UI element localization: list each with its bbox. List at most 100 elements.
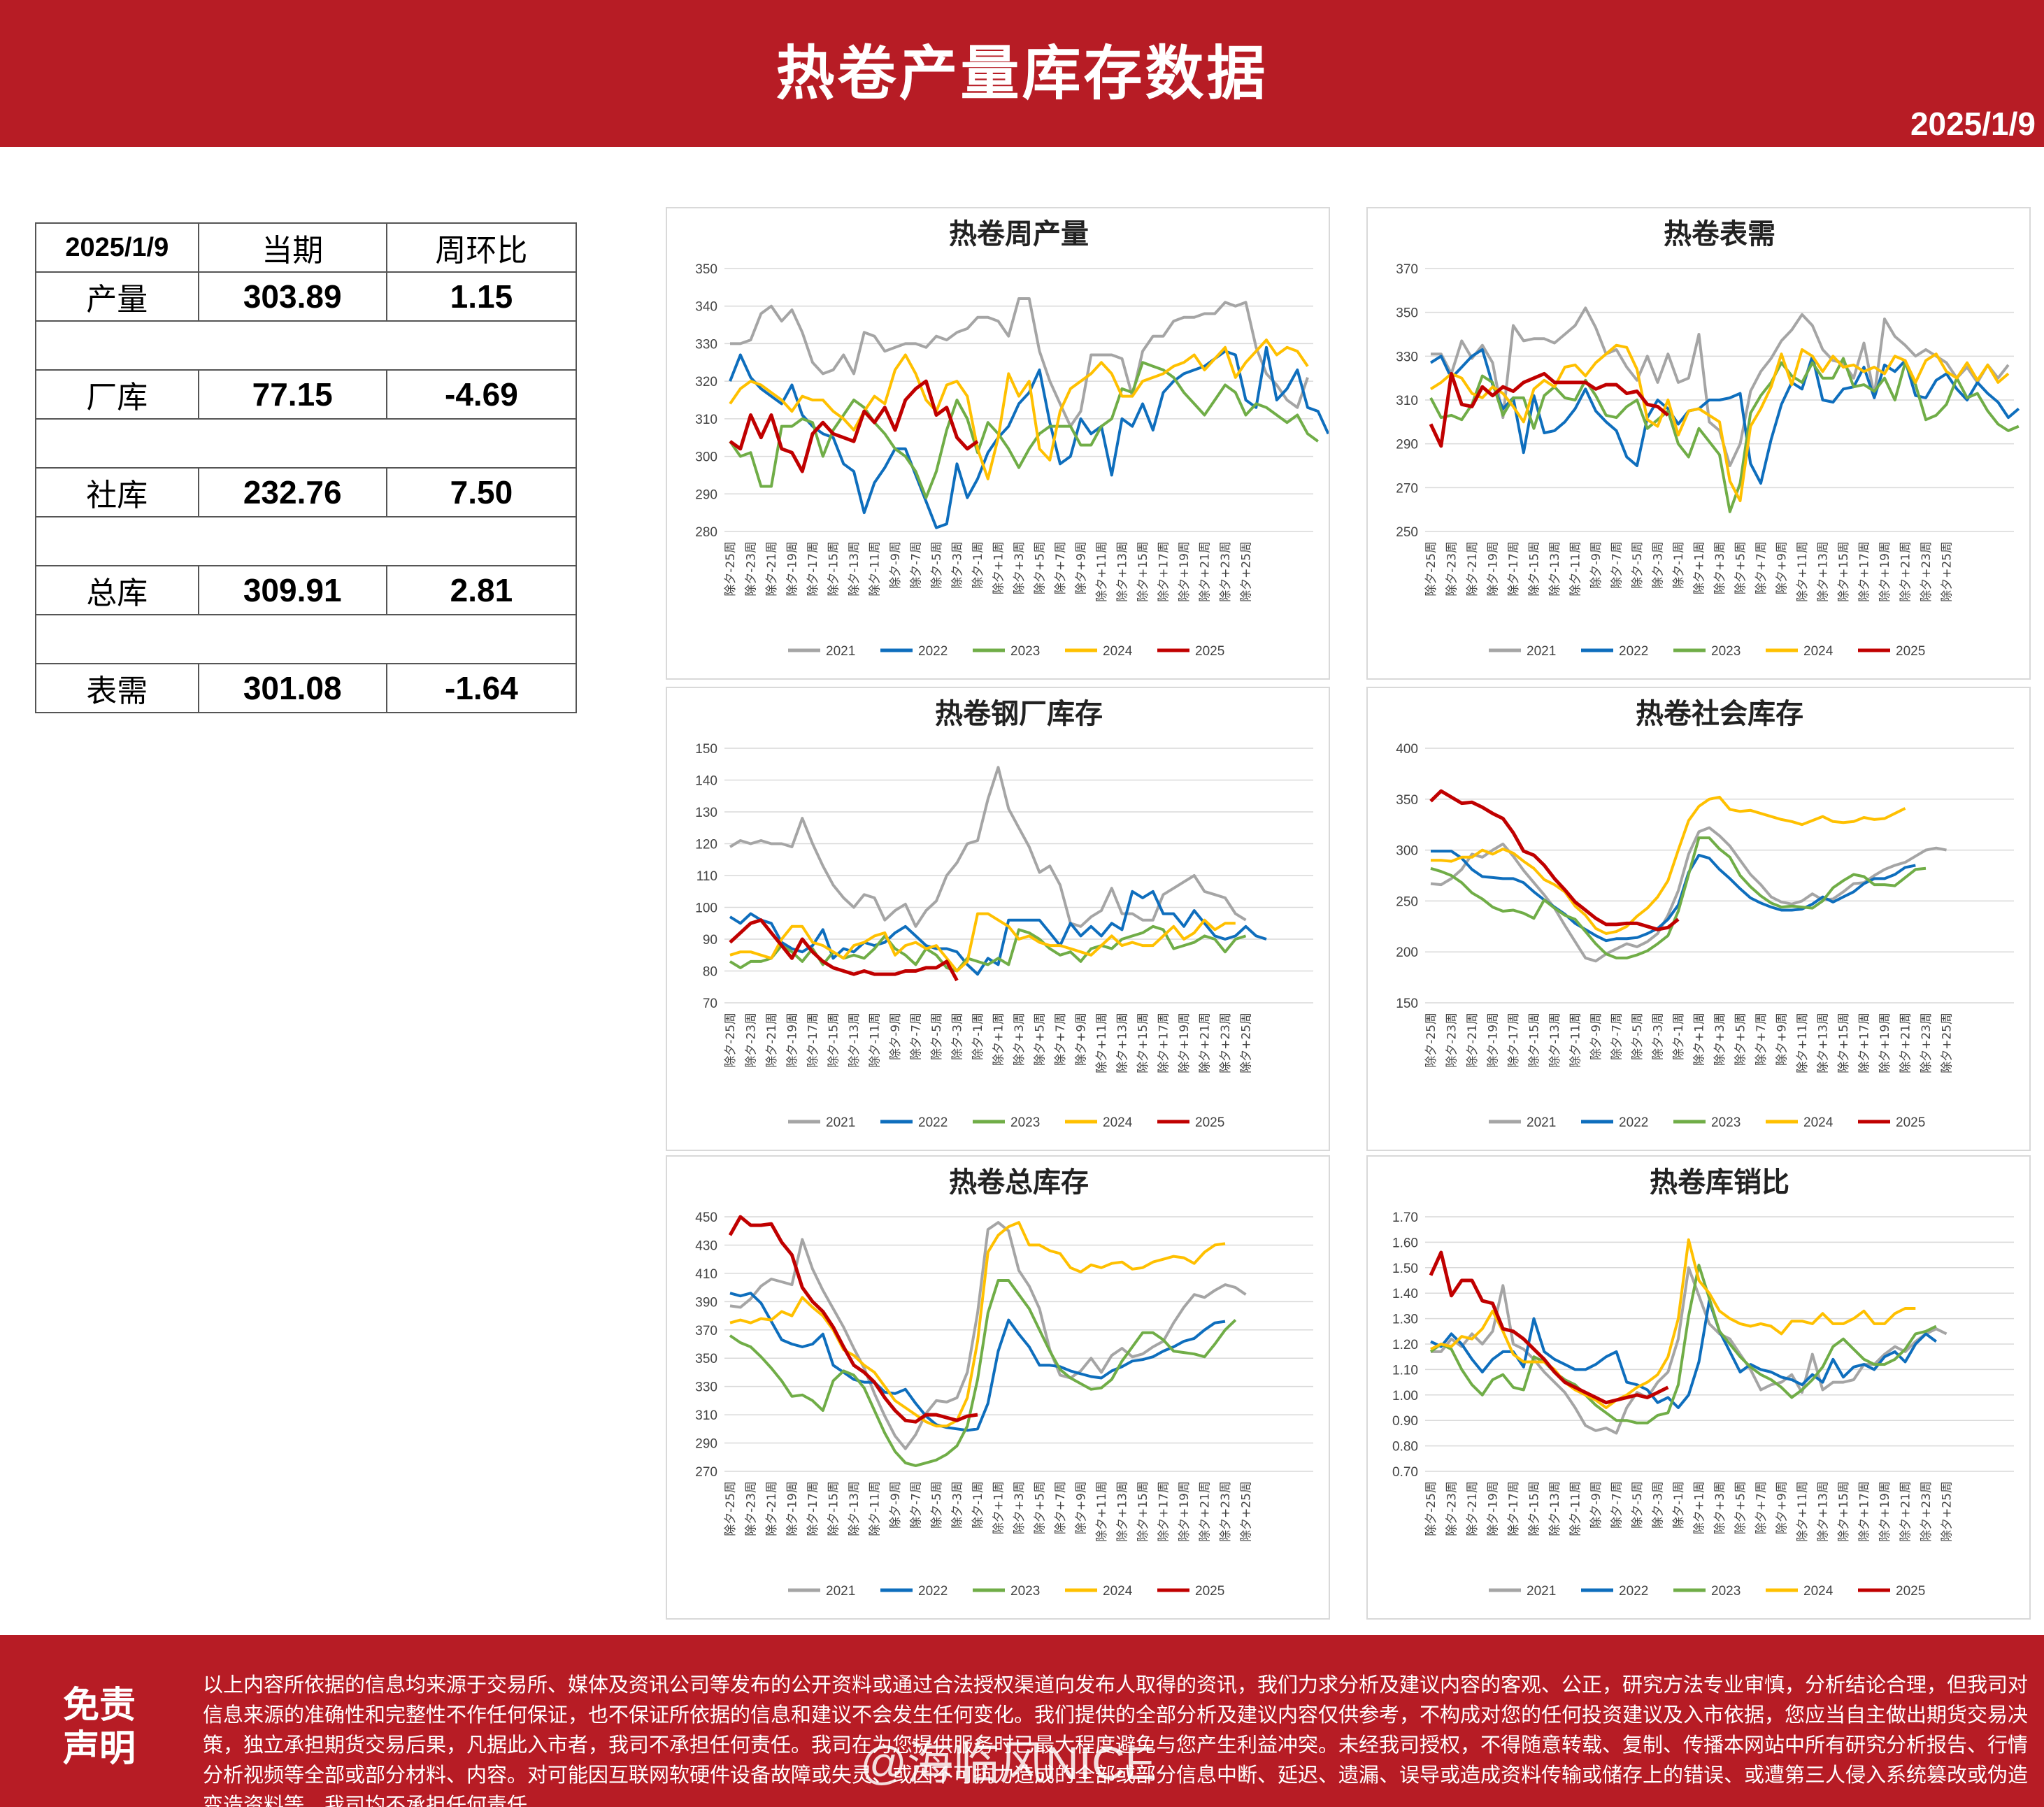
x-tick-label: 除夕-3周 (951, 541, 965, 589)
summary-row-current: 309.91 (197, 565, 387, 615)
legend-label: 2025 (1195, 644, 1224, 659)
x-tick-label: 除夕-13周 (848, 541, 862, 597)
x-tick-label: 除夕+15周 (1136, 1481, 1150, 1542)
x-tick-label: 除夕+25周 (1941, 1481, 1954, 1542)
legend-label: 2025 (1896, 644, 1925, 659)
y-tick-label: 1.30 (1392, 1313, 1418, 1327)
x-tick-label: 除夕-15周 (1528, 1013, 1542, 1068)
x-tick-label: 除夕-15周 (827, 1481, 841, 1536)
series-line-2024 (1429, 343, 2010, 503)
y-tick-label: 310 (695, 1408, 717, 1423)
page-header: 热卷产量库存数据 2025/1/9 (0, 0, 2044, 147)
x-tick-label: 除夕+19周 (1178, 541, 1192, 602)
summary-row: 表需 301.08 -1.64 (35, 663, 578, 713)
legend-label: 2021 (826, 644, 855, 659)
x-tick-label: 除夕+9周 (1775, 1013, 1789, 1066)
x-tick-label: 除夕+15周 (1837, 541, 1851, 602)
series-line-2024 (729, 338, 1309, 480)
summary-spacer (35, 614, 577, 664)
x-tick-label: 除夕-19周 (1487, 541, 1501, 597)
x-tick-label: 除夕-15周 (1528, 1481, 1542, 1536)
legend-label: 2022 (1619, 1584, 1648, 1599)
x-tick-label: 除夕-9周 (889, 541, 903, 589)
watermark: @海临风NICE (860, 1737, 1156, 1789)
summary-row-name: 总库 (35, 565, 199, 615)
x-tick-label: 除夕-1周 (1672, 1013, 1686, 1060)
legend-label: 2023 (1711, 1115, 1741, 1130)
series-line-2022 (729, 1292, 1226, 1432)
x-tick-label: 除夕+11周 (1095, 541, 1109, 602)
summary-row-wow: 1.15 (385, 271, 578, 322)
x-tick-label: 除夕-3周 (1652, 541, 1666, 589)
x-tick-label: 除夕-1周 (971, 541, 985, 589)
x-tick-label: 除夕+11周 (1095, 1013, 1109, 1073)
y-tick-label: 1.10 (1392, 1363, 1418, 1378)
x-tick-label: 除夕-21周 (1466, 1481, 1480, 1536)
y-tick-label: 140 (695, 774, 717, 789)
series-line-2025 (1429, 371, 1669, 448)
summary-row: 产量 303.89 1.15 (35, 271, 578, 322)
x-tick-label: 除夕-21周 (765, 1481, 779, 1536)
series-line-2023 (1429, 1264, 1937, 1424)
x-tick-label: 除夕+13周 (1116, 1013, 1130, 1073)
y-tick-label: 290 (1396, 438, 1418, 452)
series-line-2021 (730, 297, 1309, 428)
social-inventory-chart: 热卷社会库存 150 200 250 300 350 400 除夕-25周 除夕-23周 除夕-2… (1396, 698, 2014, 1130)
summary-row: 厂库 77.15 -4.69 (35, 369, 578, 420)
x-tick-label: 除夕-5周 (1631, 1481, 1645, 1529)
x-tick-label: 除夕-11周 (869, 1481, 882, 1536)
report-date: 2025/1/9 (1910, 106, 2036, 142)
x-tick-label: 除夕-25周 (724, 1481, 738, 1536)
x-tick-label: 除夕+7周 (1754, 1481, 1768, 1534)
x-tick-label: 除夕+7周 (1754, 541, 1768, 594)
x-tick-label: 除夕+3周 (1713, 1013, 1727, 1066)
summary-table: 2025/1/9 当期 周环比 产量 303.89 1.15 厂库 77.15 … (35, 222, 578, 713)
x-tick-label: 除夕+19周 (1178, 1013, 1192, 1073)
legend-label: 2022 (1619, 1115, 1648, 1130)
x-tick-label: 除夕+23周 (1219, 1013, 1233, 1073)
series-line-2021 (1431, 1266, 1947, 1435)
x-tick-label: 除夕-13周 (1548, 1481, 1562, 1536)
x-tick-label: 除夕+5周 (1734, 1013, 1748, 1066)
x-tick-label: 除夕+1周 (1693, 1013, 1707, 1066)
y-tick-label: 70 (703, 997, 717, 1011)
x-tick-label: 除夕+23周 (1920, 541, 1934, 602)
x-tick-label: 除夕-15周 (827, 541, 841, 597)
summary-spacer (35, 516, 577, 566)
y-tick-label: 100 (695, 901, 717, 916)
legend-label: 2024 (1103, 644, 1133, 659)
x-tick-label: 除夕+13周 (1817, 541, 1831, 602)
x-tick-label: 除夕+25周 (1941, 1013, 1954, 1073)
x-tick-label: 除夕+7周 (1054, 541, 1068, 594)
y-tick-label: 1.70 (1392, 1210, 1418, 1225)
y-tick-label: 270 (695, 1465, 717, 1480)
disclaimer-text: 以上内容所依据的信息均来源于交易所、媒体及资讯公司等发布的公开资料或通过合法授权… (203, 1673, 2029, 1807)
x-tick-label: 除夕-9周 (1589, 541, 1603, 589)
legend-label: 2021 (826, 1115, 855, 1130)
legend-label: 2024 (1803, 1584, 1834, 1599)
x-tick-label: 除夕-9周 (1589, 1013, 1603, 1060)
y-tick-label: 150 (695, 742, 717, 757)
legend-label: 2023 (1711, 644, 1741, 659)
series-line-2025 (729, 918, 959, 982)
chart-panel-total-inventory: 热卷总库存 270 290 310 330 350 370 390 410 430 450 除夕-25… (666, 1155, 1330, 1620)
legend-label: 2025 (1896, 1115, 1925, 1130)
x-tick-label: 除夕+11周 (1796, 1013, 1810, 1073)
summary-spacer-cell (35, 418, 577, 469)
x-tick-label: 除夕+11周 (1796, 541, 1810, 602)
x-tick-label: 除夕+3周 (1713, 541, 1727, 594)
x-tick-label: 除夕+25周 (1240, 1481, 1254, 1542)
x-tick-label: 除夕-25周 (1424, 541, 1438, 597)
x-tick-label: 除夕-9周 (889, 1481, 903, 1529)
x-tick-label: 除夕+11周 (1095, 1481, 1109, 1542)
x-tick-label: 除夕+7周 (1054, 1013, 1068, 1066)
x-tick-label: 除夕-23周 (1445, 1481, 1459, 1536)
summary-row-name: 厂库 (35, 369, 199, 420)
y-tick-label: 310 (1396, 394, 1418, 408)
series-line-2025 (1429, 789, 1680, 931)
legend-label: 2023 (1010, 1115, 1040, 1130)
summary-row-wow: 7.50 (385, 467, 578, 517)
summary-row-current: 301.08 (197, 663, 387, 713)
x-tick-label: 除夕+21周 (1199, 1481, 1213, 1542)
legend-label: 2021 (1527, 1115, 1556, 1130)
